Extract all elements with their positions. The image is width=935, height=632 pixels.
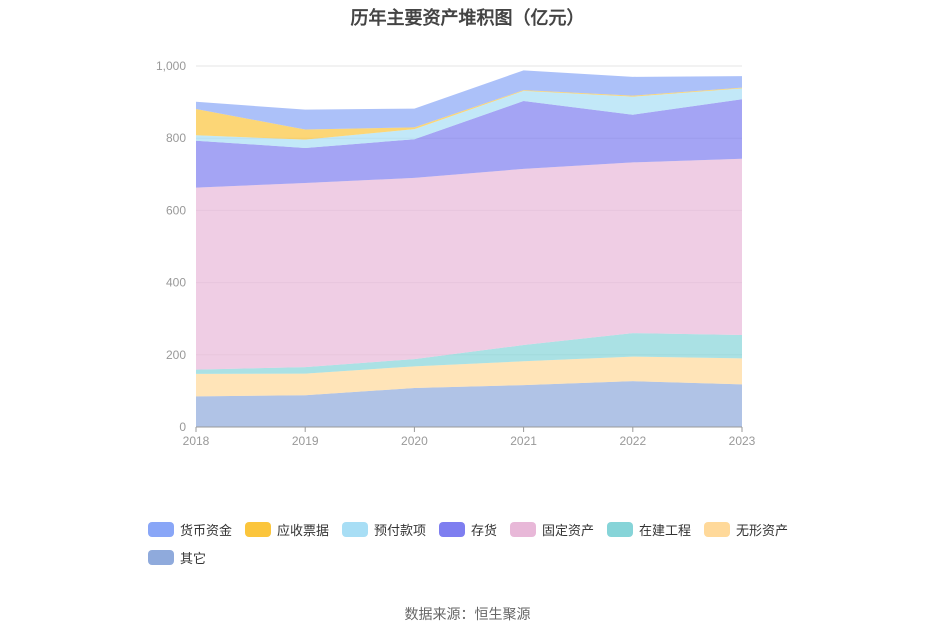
legend-label: 货币资金 (180, 522, 233, 538)
legend-item[interactable]: 预付款项 (342, 520, 426, 538)
legend-swatch (148, 549, 174, 565)
legend-item[interactable]: 存货 (439, 520, 497, 538)
legend-item[interactable]: 货币资金 (148, 520, 232, 538)
area-series (196, 158, 742, 370)
legend-swatch (510, 521, 536, 537)
series-areas (196, 70, 742, 427)
x-tick-label: 2021 (510, 434, 537, 448)
area-series (196, 333, 742, 374)
legend-swatch (439, 521, 465, 537)
area-series (196, 88, 742, 148)
stacked-area-chart: 0 200 400 600 800 1,000 2018 2019 2020 2021 2022 20… (156, 59, 756, 448)
y-tick-label: 0 (179, 420, 186, 434)
x-tick-label: 2019 (292, 434, 319, 448)
y-tick-label: 200 (166, 348, 186, 362)
legend-item[interactable]: 应收票据 (245, 520, 329, 538)
legend-item[interactable]: 在建工程 (607, 520, 691, 538)
area-series (196, 356, 742, 397)
area-series (196, 99, 742, 188)
y-tick-label: 800 (166, 131, 186, 145)
legend-swatch (148, 521, 174, 537)
area-series (196, 87, 742, 140)
legend-item[interactable]: 无形资产 (704, 520, 788, 538)
legend-swatch (342, 521, 368, 537)
chart-title: 历年主要资产堆积图（亿元） (350, 8, 585, 28)
x-tick-label: 2018 (183, 434, 210, 448)
legend-swatch (245, 521, 271, 537)
legend-label: 预付款项 (374, 522, 427, 538)
x-tick-label: 2022 (619, 434, 646, 448)
legend-label: 在建工程 (639, 522, 692, 538)
x-tick-label: 2023 (729, 434, 756, 448)
y-tick-label: 1,000 (156, 59, 186, 73)
area-series (196, 70, 742, 130)
legend-swatch (607, 521, 633, 537)
legend-item[interactable]: 其它 (148, 548, 206, 566)
legend-swatch (704, 521, 730, 537)
legend-label: 固定资产 (542, 522, 595, 538)
axes: 0 200 400 600 800 1,000 2018 2019 2020 2021 2022 20… (156, 59, 756, 448)
y-tick-label: 400 (166, 276, 186, 290)
area-series (196, 381, 742, 427)
y-tick-label: 600 (166, 203, 186, 217)
legend-label: 无形资产 (736, 522, 789, 538)
legend-label: 其它 (180, 550, 207, 566)
legend-label: 应收票据 (277, 522, 330, 538)
legend-item[interactable]: 固定资产 (510, 520, 594, 538)
x-tick-label: 2020 (401, 434, 428, 448)
data-source-note: 数据来源：恒生聚源 (404, 606, 531, 622)
legend-label: 存货 (471, 522, 498, 538)
